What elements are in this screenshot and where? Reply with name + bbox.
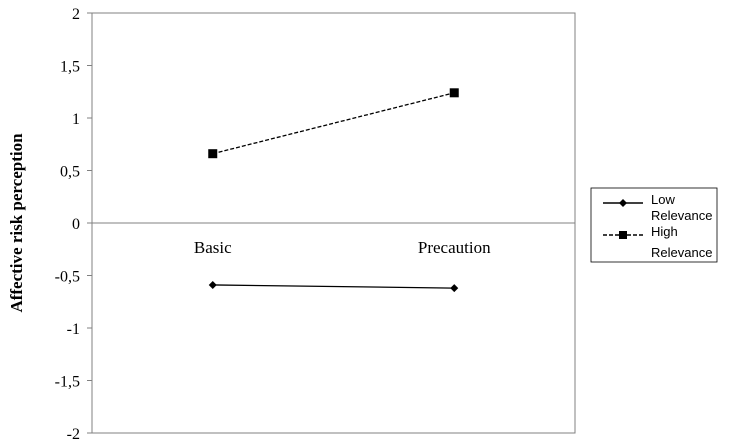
series-markers bbox=[208, 88, 459, 293]
x-category-label: Precaution bbox=[418, 238, 491, 257]
y-tick-label: -1,5 bbox=[55, 374, 80, 391]
series-lines bbox=[212, 92, 455, 289]
y-tick-label: -0,5 bbox=[55, 269, 80, 286]
y-tick-label: -2 bbox=[67, 426, 80, 443]
y-tick-label: 0,5 bbox=[60, 164, 80, 181]
y-axis-ticks bbox=[87, 12, 92, 434]
data-point-diamond bbox=[450, 284, 459, 293]
legend-high-relevance-marker bbox=[619, 231, 627, 239]
data-point-diamond bbox=[208, 280, 217, 289]
series-line-0 bbox=[212, 284, 455, 289]
data-point-square bbox=[208, 149, 218, 159]
y-tick-label: -1 bbox=[67, 321, 80, 338]
legend-high-relevance-label-line2: Relevance bbox=[651, 245, 712, 260]
x-axis-tick-labels: Basic Precaution bbox=[194, 238, 491, 257]
legend-low-relevance-marker bbox=[619, 199, 627, 207]
y-tick-label: 2 bbox=[72, 6, 80, 23]
y-axis-label: Affective risk perception bbox=[7, 133, 26, 313]
legend-box bbox=[590, 187, 718, 263]
series-line-1 bbox=[212, 92, 455, 155]
legend-high-relevance-label-line1: High bbox=[651, 224, 678, 239]
legend: Low Relevance High Relevance bbox=[590, 187, 718, 263]
legend-low-relevance-label-line2: Relevance bbox=[651, 208, 712, 223]
y-tick-label: 1,5 bbox=[60, 59, 80, 76]
legend-low-relevance-label-line1: Low bbox=[651, 192, 675, 207]
data-point-square bbox=[449, 88, 459, 98]
y-axis-tick-labels: -2 -1,5 -1 -0,5 0 0,5 1 1,5 2 bbox=[55, 6, 80, 443]
y-tick-label: 1 bbox=[72, 111, 80, 128]
x-category-label: Basic bbox=[194, 238, 232, 257]
y-tick-label: 0 bbox=[72, 216, 80, 233]
